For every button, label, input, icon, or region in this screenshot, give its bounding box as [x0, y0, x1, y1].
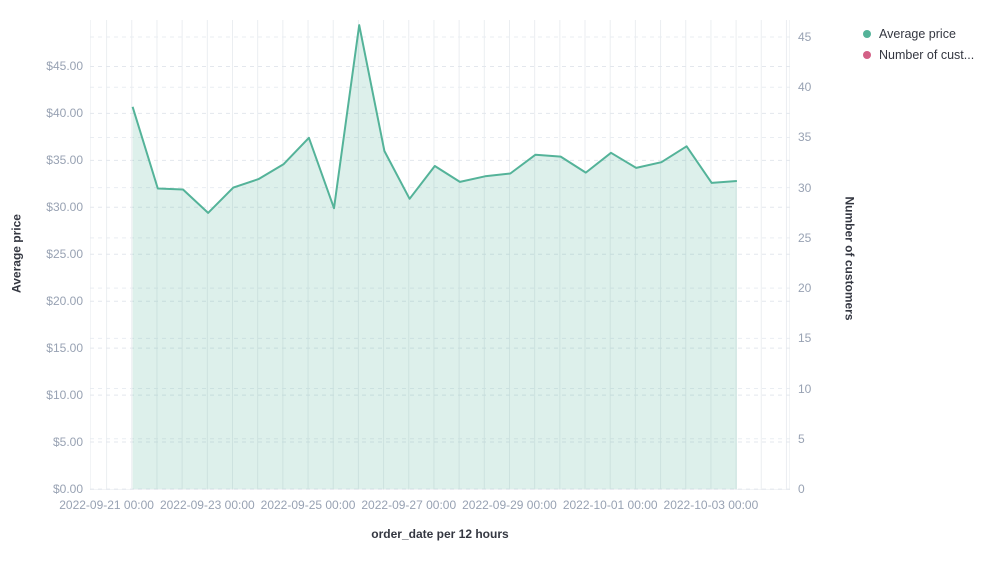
left-axis-tick-label: $45.00	[46, 59, 83, 74]
legend: Average price Number of cust...	[863, 23, 974, 65]
right-axis-tick-label: 0	[798, 482, 805, 496]
legend-item-label: Average price	[879, 26, 956, 41]
left-axis-tick-label: $25.00	[46, 247, 83, 262]
right-axis-tick-label: 15	[798, 331, 812, 346]
x-axis-tick-label: 2022-09-23 00:00	[159, 498, 255, 512]
right-axis-tick-label: 10	[798, 381, 812, 396]
left-axis-tick-label: $5.00	[52, 435, 83, 450]
legend-item-number-of-customers[interactable]: Number of cust...	[863, 44, 974, 65]
left-axis-tick-label: $20.00	[46, 294, 83, 309]
x-axis-tick-label: 2022-09-29 00:00	[462, 498, 557, 512]
left-axis-tick-label: $15.00	[46, 341, 83, 356]
legend-swatch-icon	[863, 50, 871, 59]
average-price-line	[131, 24, 737, 214]
x-axis-tick-label: 2022-09-25 00:00	[260, 498, 356, 512]
x-axis-tick-label: 2022-10-01 00:00	[562, 498, 658, 512]
left-axis-title: Average price	[9, 214, 24, 293]
x-axis-tick-label: 2022-09-27 00:00	[361, 498, 457, 512]
left-axis-tick-label: $0.00	[52, 482, 83, 496]
left-axis-tick-label: $30.00	[46, 200, 83, 215]
average-price-area-fill	[132, 25, 737, 489]
right-axis-tick-label: 20	[798, 281, 812, 296]
x-axis-tick-label: 2022-10-03 00:00	[663, 498, 759, 512]
right-axis-tick-label: 25	[798, 230, 812, 245]
right-axis-title: Number of customers	[842, 196, 857, 321]
legend-item-label: Number of cust...	[879, 47, 975, 62]
right-axis-tick-label: 5	[798, 431, 805, 446]
x-axis-tick-label: 2022-09-21 00:00	[59, 498, 154, 512]
left-axis-tick-label: $35.00	[46, 153, 83, 168]
right-axis-tick-label: 30	[798, 180, 812, 195]
right-axis-tick-label: 35	[798, 130, 812, 145]
legend-swatch-icon	[863, 29, 871, 38]
plot-area[interactable]	[90, 20, 790, 490]
vertical-gridlines	[106, 20, 787, 490]
legend-item-average-price[interactable]: Average price	[863, 23, 974, 44]
x-axis-title: order_date per 12 hours	[371, 527, 509, 541]
left-axis-tick-label: $10.00	[46, 388, 83, 403]
right-axis-tick-label: 40	[798, 80, 812, 95]
right-axis-tick-label: 45	[798, 30, 812, 45]
left-axis-tick-label: $40.00	[46, 106, 83, 121]
